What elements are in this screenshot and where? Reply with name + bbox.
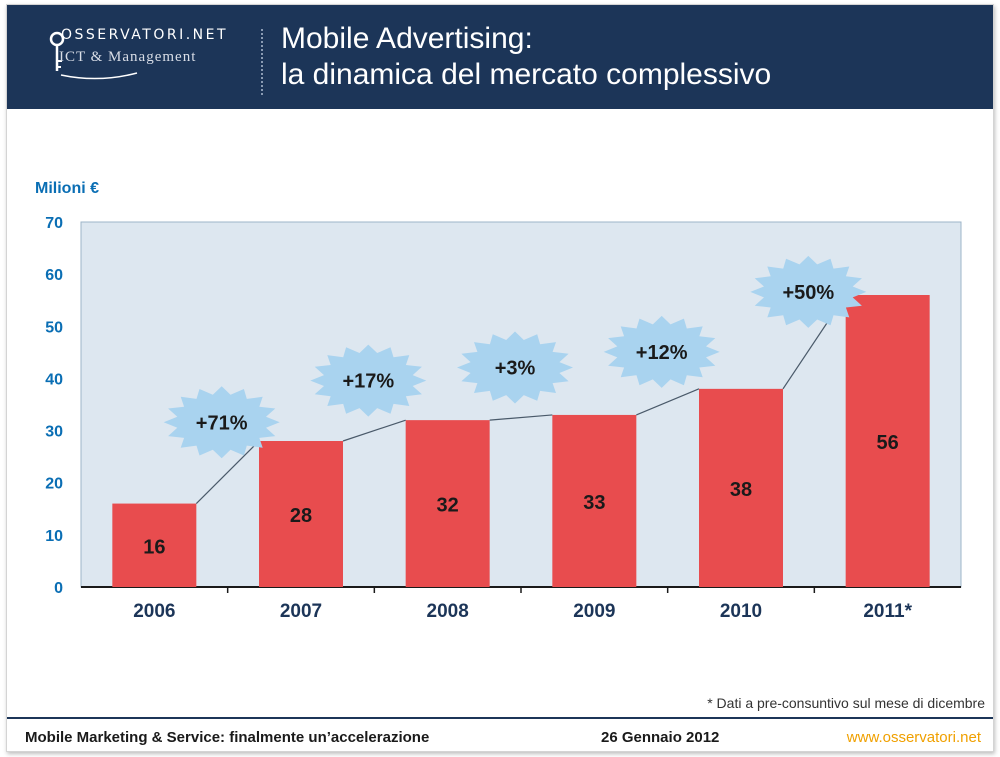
footer: Mobile Marketing & Service: finalmente u… <box>7 723 993 751</box>
bar <box>112 503 197 587</box>
x-tick-label: 2006 <box>133 601 175 622</box>
bar-value-label: 38 <box>730 479 752 501</box>
bar-value-label: 56 <box>877 432 899 454</box>
growth-label: +71% <box>196 412 248 434</box>
logo: OSSERVATORI.NET ICT & Management <box>47 27 247 97</box>
bar <box>552 414 637 587</box>
bar-chart: Milioni € 0 10 20 30 40 50 60 70 16 2006 28 2007 32 20… <box>35 180 962 622</box>
y-tick-label: 70 <box>45 215 63 232</box>
growth-label: +12% <box>636 342 688 364</box>
title-line-2: la dinamica del mercato complessivo <box>281 58 772 91</box>
growth-connector <box>636 388 700 416</box>
footer-title: Mobile Marketing & Service: finalmente u… <box>25 729 430 746</box>
y-tick-label: 10 <box>45 528 63 545</box>
page-title: Mobile Advertising: la dinamica del merc… <box>281 21 771 93</box>
growth-label: +3% <box>495 358 536 380</box>
bar <box>405 420 490 587</box>
bar <box>259 441 343 587</box>
bar-value-label: 16 <box>143 536 165 558</box>
header-bar: OSSERVATORI.NET ICT & Management Mobile … <box>7 5 993 109</box>
growth-connector <box>195 440 260 504</box>
growth-label: +50% <box>782 282 834 304</box>
y-tick-label: 0 <box>54 580 63 597</box>
growth-badge <box>163 386 280 459</box>
footnote: * Dati a pre-consuntivo sul mese di dice… <box>707 695 985 711</box>
growth-badge <box>750 255 867 328</box>
y-tick-label: 40 <box>45 371 63 388</box>
title-line-1: Mobile Advertising: <box>281 22 533 55</box>
header-separator <box>261 29 263 95</box>
bar-value-label: 32 <box>437 495 459 517</box>
y-tick-label: 20 <box>45 476 63 493</box>
footer-date: 26 Gennaio 2012 <box>601 729 720 746</box>
bar-value-label: 28 <box>290 505 312 527</box>
slide: OSSERVATORI.NET ICT & Management Mobile … <box>6 4 994 752</box>
y-tick-label: 30 <box>45 424 63 441</box>
logo-swoosh-icon <box>60 72 138 80</box>
growth-label: +17% <box>342 371 394 393</box>
x-tick-label: 2009 <box>573 601 615 622</box>
y-axis-label: Milioni € <box>35 180 99 197</box>
bar-value-label: 33 <box>583 492 605 514</box>
logo-brand: OSSERVATORI.NET <box>61 27 229 43</box>
x-tick-label: 2010 <box>720 601 762 622</box>
growth-badge <box>310 344 427 417</box>
bar <box>845 295 930 587</box>
x-tick-label: 2011* <box>863 601 912 622</box>
bar <box>699 388 783 587</box>
growth-badge <box>603 315 720 388</box>
growth-badge <box>457 331 573 404</box>
x-tick-label: 2008 <box>427 601 469 622</box>
logo-subtitle: ICT & Management <box>59 49 197 65</box>
growth-connector <box>342 419 406 442</box>
y-tick-label: 50 <box>45 319 63 336</box>
key-icon <box>49 31 65 71</box>
y-tick-label: 60 <box>45 267 63 284</box>
growth-connector <box>489 414 553 421</box>
footer-divider <box>7 717 993 719</box>
x-tick-label: 2007 <box>280 601 322 622</box>
footer-url[interactable]: www.osservatori.net <box>846 729 981 746</box>
